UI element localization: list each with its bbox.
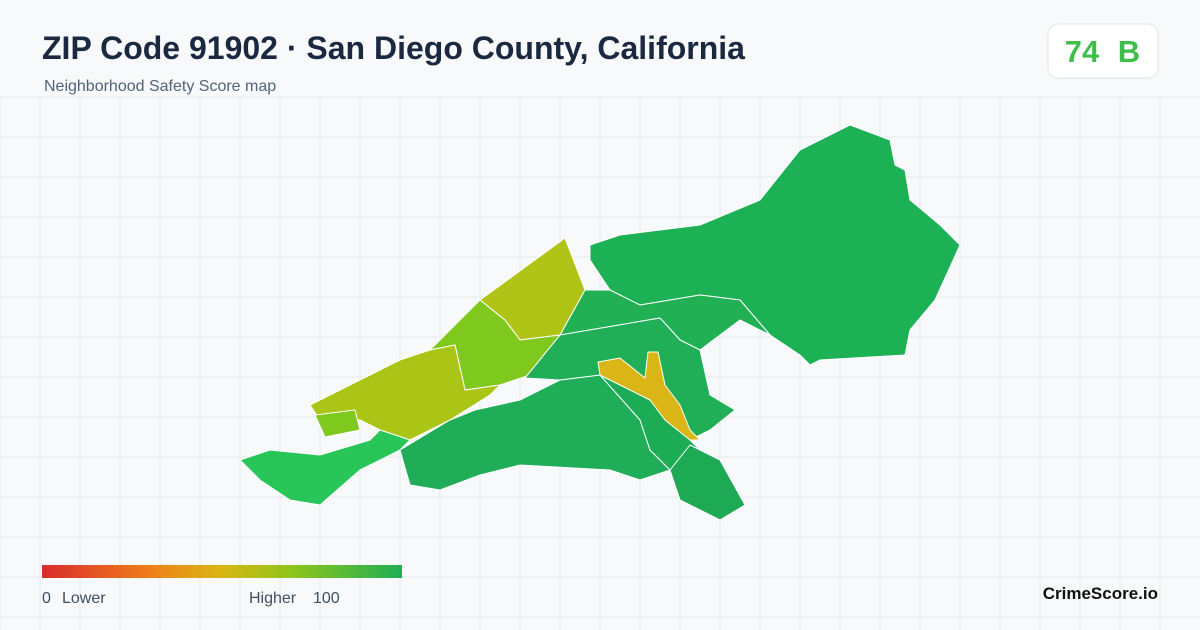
legend-min-label: Lower bbox=[62, 590, 106, 607]
legend-max-label: Higher bbox=[249, 590, 297, 607]
legend-max: 100 bbox=[313, 590, 340, 607]
region[interactable] bbox=[314, 409, 361, 438]
score-value: 74 bbox=[1065, 34, 1100, 69]
region[interactable] bbox=[239, 429, 411, 506]
score-badge bbox=[1047, 23, 1159, 79]
legend-min: 0 bbox=[42, 590, 51, 607]
title: ZIP Code 91902 · San Diego County, Calif… bbox=[42, 30, 745, 66]
grid bbox=[0, 96, 1200, 630]
brand: CrimeScore.io bbox=[1043, 584, 1158, 603]
score-grade: B bbox=[1118, 34, 1140, 69]
legend-bar bbox=[42, 565, 402, 578]
region[interactable] bbox=[309, 344, 501, 441]
subtitle: Neighborhood Safety Score map bbox=[44, 78, 276, 95]
region[interactable] bbox=[669, 444, 746, 521]
map bbox=[239, 124, 961, 521]
region[interactable] bbox=[597, 351, 701, 441]
